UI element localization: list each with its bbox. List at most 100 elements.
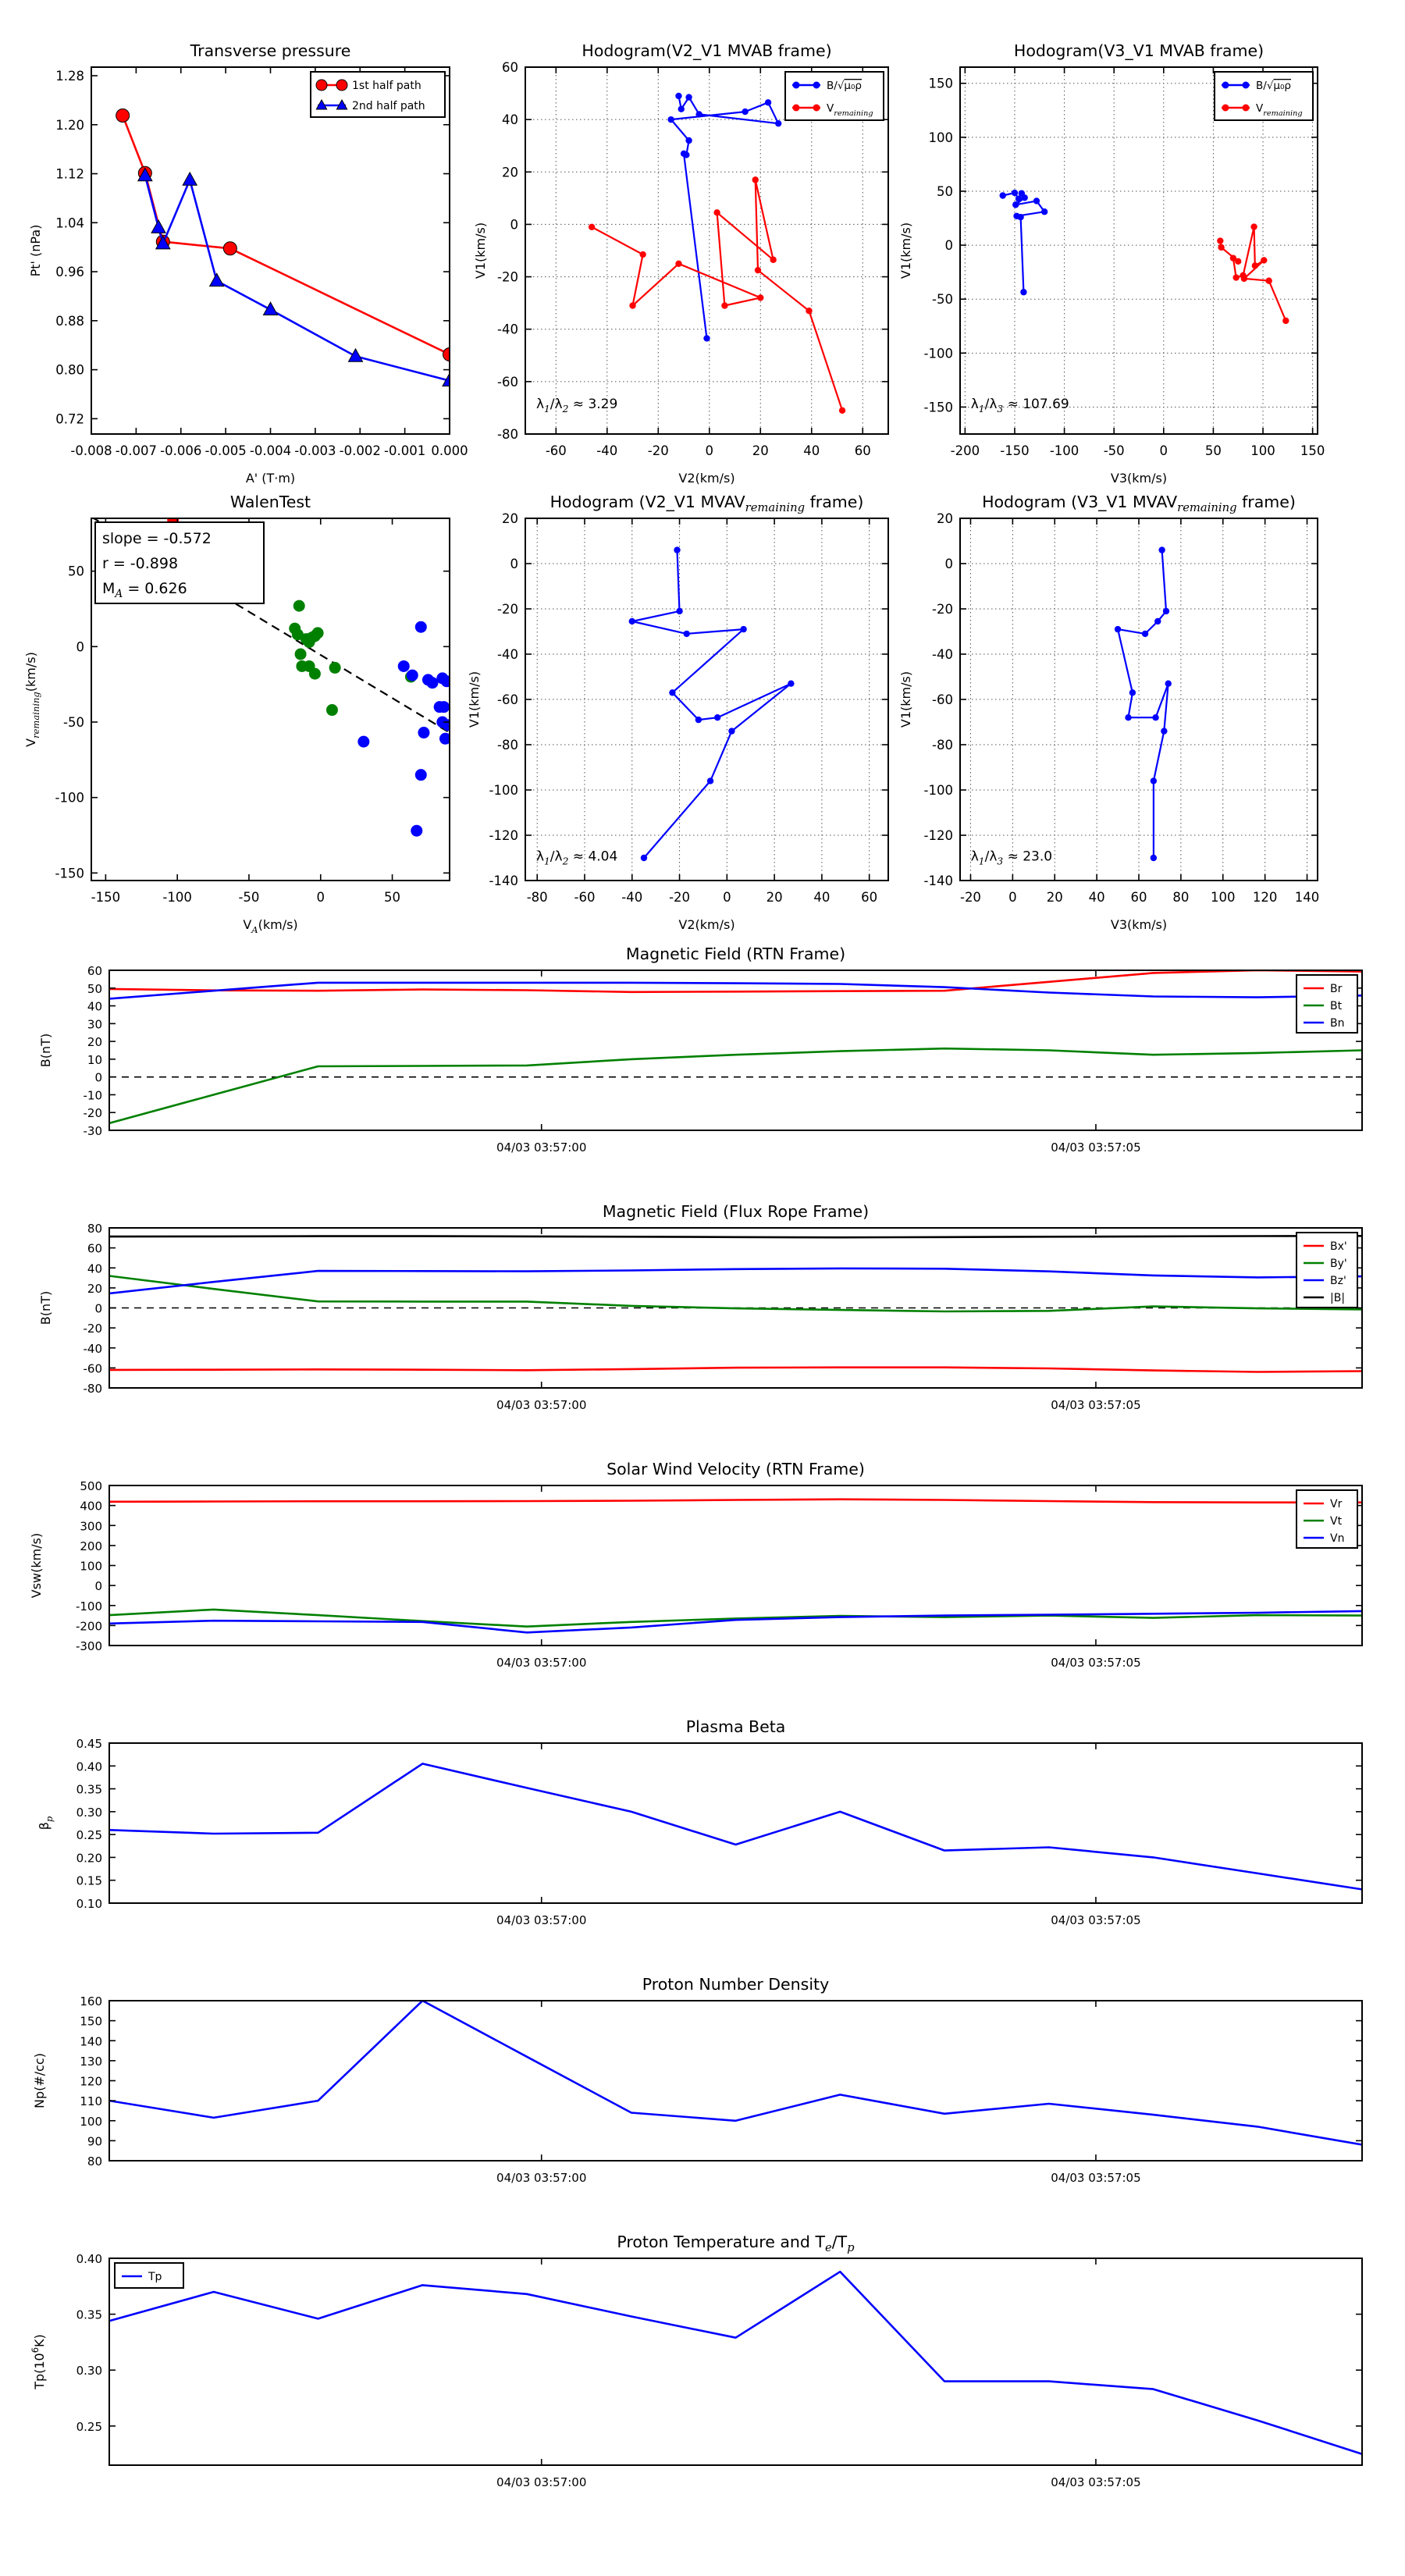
- x-tick-label: 04/03 03:57:00: [496, 1656, 586, 1670]
- x-tick-label: -0.007: [116, 443, 157, 458]
- series-group: [109, 1235, 1362, 1373]
- y-tick-label: -80: [932, 738, 953, 753]
- y-tick-label: 0: [94, 1302, 102, 1316]
- legend: Bx' By' Bz' |B|: [1296, 1232, 1358, 1308]
- y-tick-label: 0.80: [55, 363, 84, 378]
- circle-marker: [806, 308, 813, 315]
- legend-label: |B|: [1330, 1292, 1345, 1304]
- x-axis-label: VA(km/s): [243, 917, 297, 935]
- y-tick-label: 50: [68, 564, 84, 579]
- y-tick-label: 0.35: [76, 1783, 102, 1797]
- x-tick-label: 04/03 03:57:00: [496, 2171, 586, 2185]
- y-tick-label: 20: [937, 511, 953, 526]
- circle-marker: [628, 617, 635, 625]
- y-tick-label: 160: [80, 1994, 102, 2008]
- x-tick-label: 04/03 03:57:00: [496, 1913, 586, 1927]
- y-tick-label: -120: [924, 828, 953, 843]
- circle-marker: [291, 628, 304, 641]
- circle-marker: [683, 630, 690, 638]
- plot-title: Solar Wind Velocity (RTN Frame): [606, 1460, 865, 1478]
- plot-hodogram-v3v1-mvab: -200 -150 -100 -50 0 50 100 150 -150 -100 -50 0 50 10…: [898, 41, 1325, 486]
- stats-box: [94, 521, 265, 604]
- legend: B/√μ₀ρ Vremaining: [1214, 71, 1314, 121]
- y-tick-label: 0: [510, 557, 519, 571]
- x-tick-label: 04/03 03:57:05: [1051, 1398, 1140, 1412]
- circle-marker: [426, 677, 439, 689]
- x-tick-label: -60: [574, 890, 596, 905]
- circle-marker: [678, 105, 685, 112]
- circle-marker: [1040, 208, 1048, 215]
- annotation: λ1/λ2 ≈ 3.29: [536, 397, 617, 415]
- circle-marker: [757, 294, 764, 301]
- circle-marker: [294, 648, 307, 660]
- circle-marker: [999, 192, 1006, 199]
- legend-label: 1st half path: [352, 80, 422, 92]
- plot-walen-test: -150 -100 -50 0 50 -150 -100 -50 0 50 WalenTest VA(…: [23, 493, 450, 935]
- y-axis-label: B(nT): [38, 1291, 53, 1325]
- triangle-marker: [137, 167, 153, 182]
- x-axis-label: V2(km/s): [678, 917, 735, 932]
- y-tick-label: 110: [80, 2094, 102, 2108]
- circle-marker: [1150, 854, 1158, 862]
- legend-label: Vt: [1330, 1515, 1343, 1528]
- circle-marker: [706, 777, 714, 785]
- y-tick-label: 0: [76, 639, 85, 654]
- circle-marker: [1150, 777, 1158, 785]
- x-tick-label: -40: [621, 890, 642, 905]
- axes-frame: [108, 1742, 1363, 1904]
- y-tick-label: -150: [924, 400, 953, 415]
- circle-marker: [588, 223, 596, 230]
- x-tick-label: -0.001: [384, 443, 425, 458]
- circle-marker: [675, 260, 682, 267]
- y-tick-label: 140: [80, 2034, 102, 2048]
- x-tick-label: 80: [1172, 890, 1189, 905]
- y-axis-label: Tp(106K): [30, 2334, 47, 2390]
- series-V-remaining: [591, 179, 844, 411]
- plot-proton-number-density: 04/03 03:57:00 04/03 03:57:05 80 90 100 110 12…: [32, 1975, 1363, 2185]
- series-group: [116, 108, 450, 387]
- plot-title: WalenTest: [230, 493, 311, 511]
- axes-frame: [108, 970, 1363, 1131]
- circle-marker: [742, 108, 749, 116]
- legend: 1st half path 2nd half path: [310, 71, 446, 118]
- circle-marker: [774, 119, 782, 127]
- y-tick-label: -20: [84, 1322, 103, 1336]
- circle-marker: [695, 111, 702, 118]
- y-tick-label: 0: [510, 217, 519, 232]
- circle-marker: [685, 137, 692, 144]
- circle-marker: [311, 627, 324, 639]
- circle-marker: [439, 732, 450, 745]
- circle-marker: [1261, 257, 1268, 264]
- circle-marker: [1232, 274, 1240, 281]
- circle-marker: [788, 680, 795, 687]
- legend-label: Bz': [1330, 1275, 1346, 1287]
- axes-frame: [959, 66, 1318, 435]
- x-tick-label: -0.008: [70, 443, 112, 458]
- y-axis-label: Vremaining(km/s): [23, 652, 41, 747]
- y-tick-label: 0.30: [76, 1806, 102, 1820]
- x-tick-label: -0.005: [205, 443, 247, 458]
- x-tick-label: 04/03 03:57:05: [1051, 1913, 1140, 1927]
- x-tick-label: -0.006: [160, 443, 201, 458]
- circle-marker: [640, 854, 648, 862]
- x-tick-label: 0.000: [431, 443, 468, 458]
- y-tick-label: 80: [87, 1222, 102, 1236]
- y-tick-label: 120: [80, 2075, 102, 2089]
- x-tick-label: 40: [803, 443, 820, 458]
- circle-marker: [443, 347, 450, 361]
- y-tick-label: 50: [87, 982, 102, 996]
- circle-marker: [406, 669, 418, 681]
- y-axis-label: Vsw(km/s): [29, 1533, 44, 1598]
- legend-label: Tp: [148, 2271, 162, 2283]
- y-tick-label: 500: [80, 1479, 102, 1493]
- annotation: λ1/λ3 ≈ 23.0: [971, 849, 1052, 866]
- y-tick-label: -40: [932, 647, 953, 662]
- legend: B/√μ₀ρ Vremaining: [784, 71, 884, 121]
- circle-marker: [667, 116, 674, 123]
- y-axis-label: V1(km/s): [473, 222, 488, 279]
- legend-label: Vremaining: [827, 102, 873, 118]
- x-tick-label: -150: [1000, 443, 1029, 458]
- triangle-marker: [151, 219, 166, 233]
- series-group: [109, 2001, 1362, 2146]
